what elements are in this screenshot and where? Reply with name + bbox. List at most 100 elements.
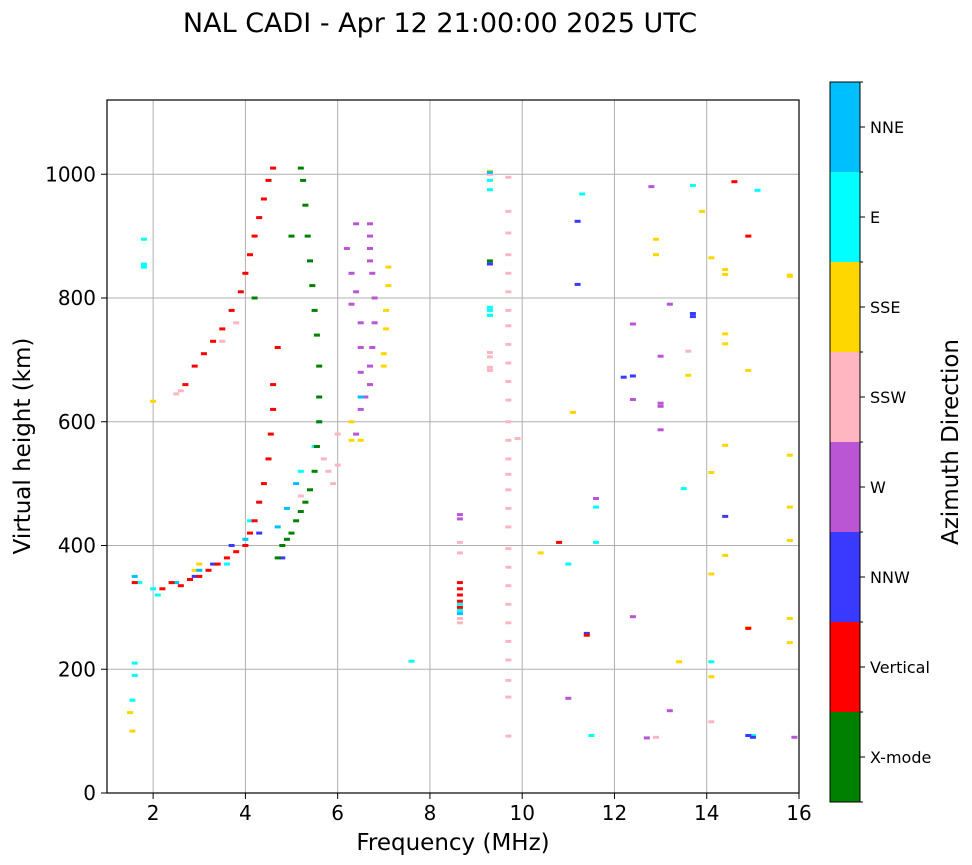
data-point-x-mode (302, 500, 309, 504)
colorbar-tick-label: NNW (870, 568, 910, 587)
data-point-vertical (260, 197, 267, 201)
data-point-w (456, 517, 463, 521)
data-point-e (579, 192, 586, 196)
data-point-sse (129, 729, 136, 733)
y-tick-label: 600 (58, 410, 96, 434)
data-point-sse (196, 562, 203, 566)
plot-frame (106, 99, 800, 794)
data-point-sse (385, 284, 392, 288)
data-point-vertical (210, 339, 217, 343)
data-point-sse (786, 539, 793, 542)
data-point-w (367, 383, 373, 387)
data-point-vertical (196, 574, 203, 578)
data-point-vertical (219, 327, 226, 331)
data-point-vertical (745, 234, 752, 238)
colorbar-segment-ssw (830, 352, 860, 442)
data-point-vertical (274, 346, 281, 349)
data-point-vertical (456, 587, 463, 591)
data-point-sse (127, 711, 134, 715)
x-axis-label: Frequency (MHz) (356, 830, 549, 856)
data-point-w (353, 432, 360, 436)
data-point-vertical (456, 605, 463, 609)
data-point-ssw (486, 365, 493, 369)
colorbar-tick-label: E (870, 208, 880, 227)
data-point-nnw (689, 315, 696, 319)
data-point-nne (293, 482, 300, 486)
data-point-w (648, 185, 655, 189)
data-point-sse (708, 572, 715, 576)
data-point-nnw (486, 262, 493, 266)
data-point-ssw (505, 506, 512, 510)
colorbar-tick-label: X-mode (870, 748, 931, 767)
data-point-w (666, 709, 673, 713)
data-point-ssw (334, 432, 341, 436)
data-point-e (754, 188, 761, 192)
data-point-x-mode (309, 284, 316, 288)
colorbar-segment-vertical (830, 622, 860, 712)
y-tick-label: 1000 (45, 162, 96, 186)
colorbar-segment-sse (830, 262, 860, 352)
data-point-ssw (505, 438, 512, 442)
data-point-ssw (505, 457, 512, 461)
data-point-w (343, 247, 350, 250)
data-point-nne (486, 170, 493, 174)
data-point-e (150, 587, 157, 591)
data-point-vertical (260, 482, 267, 486)
data-point-vertical (242, 271, 249, 275)
data-point-e (129, 698, 136, 702)
colorbar-tick-label: NNE (870, 118, 904, 137)
data-point-e (689, 183, 696, 187)
data-point-ssw (505, 308, 512, 312)
data-point-nnw (620, 375, 627, 379)
data-point-w (367, 222, 373, 226)
data-point-sse (722, 553, 729, 557)
data-point-w (367, 247, 373, 250)
data-point-nnw (722, 514, 729, 518)
data-point-e (486, 178, 493, 182)
data-point-vertical (270, 407, 277, 411)
data-point-x-mode (316, 420, 323, 424)
data-point-nnw (279, 556, 286, 560)
data-point-w (348, 302, 355, 306)
data-point-ssw (685, 349, 692, 353)
data-point-ssw (505, 231, 512, 235)
data-point-sse (722, 342, 729, 346)
data-point-sse (745, 368, 752, 372)
data-point-e (408, 659, 415, 663)
data-point-w (357, 370, 364, 374)
data-point-e (486, 188, 493, 192)
data-point-sse (348, 420, 355, 424)
data-point-ssw (514, 437, 521, 440)
data-point-w (371, 321, 378, 325)
data-point-w (367, 364, 373, 368)
data-point-sse (786, 274, 793, 278)
colorbar-tick-label: SSW (870, 388, 906, 407)
data-point-vertical (177, 584, 184, 588)
data-point-ssw (708, 720, 715, 724)
data-point-ssw (505, 175, 512, 179)
data-point-vertical (270, 383, 277, 387)
x-tick-label: 12 (602, 801, 627, 825)
data-point-nnw (629, 374, 636, 378)
data-point-nnw (191, 574, 198, 578)
data-point-e (486, 305, 493, 309)
y-axis-label: Virtual height (km) (10, 338, 36, 555)
data-point-e (680, 487, 687, 491)
data-point-vertical (159, 587, 166, 591)
data-point-x-mode (311, 469, 318, 473)
data-point-w (348, 271, 355, 275)
x-tick-label: 16 (786, 801, 811, 825)
data-point-ssw (486, 172, 493, 176)
data-point-sse (685, 373, 692, 377)
data-point-sse (191, 568, 198, 572)
data-point-sse (722, 332, 729, 336)
colorbar-tick-label: Vertical (870, 658, 930, 677)
data-point-nnw (574, 282, 581, 286)
colorbar: X-mode Vertical NNW W SSW SSE E NNE (829, 81, 931, 803)
data-point-e (140, 265, 147, 269)
data-point-sse (380, 364, 387, 368)
data-point-vertical (131, 581, 138, 585)
data-point-w (367, 234, 373, 238)
data-point-ssw (505, 621, 512, 625)
